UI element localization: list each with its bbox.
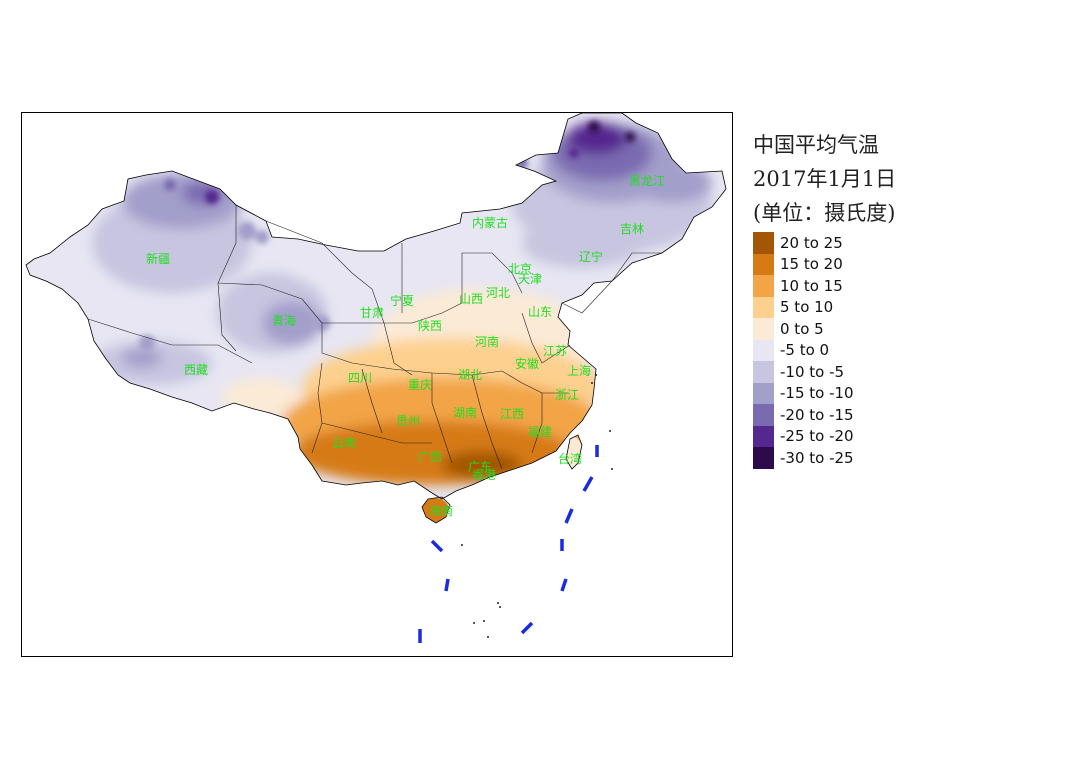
- legend-label: -25 to -20: [780, 427, 854, 446]
- legend-swatch: [753, 382, 774, 404]
- province-label: 宁夏: [389, 294, 415, 308]
- province-label: 海南: [428, 504, 454, 518]
- legend-label: 5 to 10: [780, 298, 834, 317]
- province-label: 重庆: [407, 378, 433, 392]
- legend-title-line-2: 2017年1月1日: [753, 167, 897, 191]
- legend-items: 20 to 25 15 to 20 10 to 15 5 to 10 0 to 5 -5 …: [753, 232, 953, 469]
- province-label: 福建: [527, 425, 553, 439]
- legend-title-line-1: 中国平均气温: [753, 133, 879, 157]
- province-label: 台湾: [557, 452, 583, 466]
- legend-item: 0 to 5: [753, 318, 953, 340]
- province-label: 广东: [467, 460, 493, 474]
- nine-dash-line: [418, 445, 599, 643]
- temperature-map: [25, 113, 727, 643]
- legend-swatch: [753, 361, 774, 383]
- province-label: 陕西: [417, 319, 443, 333]
- legend-label: -10 to -5: [780, 362, 845, 381]
- legend-label: -20 to -15: [780, 405, 854, 424]
- province-label: 山东: [527, 305, 553, 319]
- province-label: 河南: [474, 335, 500, 349]
- legend-item: 15 to 20: [753, 253, 953, 275]
- province-label: 河北: [485, 286, 511, 300]
- legend-item: -25 to -20: [753, 425, 953, 447]
- legend-label: -15 to -10: [780, 384, 854, 403]
- temperature-field: [26, 113, 726, 523]
- legend-label: 10 to 15: [780, 276, 843, 295]
- province-label: 广西: [417, 450, 443, 464]
- province-label: 四川: [347, 371, 373, 385]
- legend-label: -5 to 0: [780, 341, 830, 360]
- province-label: 湖南: [452, 406, 478, 420]
- legend-label: 0 to 5: [780, 319, 824, 338]
- legend-item: -20 to -15: [753, 404, 953, 426]
- country-border: [25, 113, 727, 524]
- legend-item: 10 to 15: [753, 275, 953, 297]
- province-label: 西藏: [183, 363, 209, 377]
- legend-item: 20 to 25: [753, 232, 953, 254]
- legend-item: -30 to -25: [753, 447, 953, 469]
- province-label: 贵州: [395, 414, 421, 428]
- province-label: 湖北: [457, 368, 483, 382]
- map-frame: 新疆西藏 青海 甘肃 内蒙古 黑龙江吉林辽宁北京 天津 河北 山西 宁夏 陕西 山东河南江苏 安徽上海…: [21, 112, 733, 657]
- province-label: 北京: [507, 262, 533, 276]
- province-label: 内蒙古: [471, 216, 509, 230]
- legend-swatch: [753, 339, 774, 361]
- legend-item: 5 to 10: [753, 296, 953, 318]
- legend-label: 15 to 20: [780, 255, 843, 274]
- legend-swatch: [753, 296, 774, 318]
- province-label: 江苏: [542, 344, 568, 358]
- province-label: 吉林: [619, 222, 645, 236]
- province-label: 山西: [458, 292, 484, 306]
- province-label: 青海: [271, 314, 297, 328]
- legend-item: -10 to -5: [753, 361, 953, 383]
- province-label: 辽宁: [578, 250, 604, 264]
- legend-title-line-3: (单位：摄氏度): [753, 201, 896, 225]
- legend-swatch: [753, 253, 774, 275]
- province-label: 上海: [566, 364, 592, 378]
- province-label: 天津: [517, 272, 543, 286]
- legend-swatch: [753, 318, 774, 340]
- legend-label: 20 to 25: [780, 233, 843, 252]
- province-label: 新疆: [145, 252, 171, 266]
- province-label: 甘肃: [359, 306, 385, 320]
- province-label: 云南: [331, 436, 357, 450]
- province-label: 黑龙江: [628, 174, 666, 188]
- province-borders: [87, 205, 662, 470]
- legend-swatch: [753, 275, 774, 297]
- south-sea-islands: [461, 374, 613, 638]
- province-label: 香港: [471, 468, 497, 482]
- province-label: 江西: [499, 407, 525, 421]
- province-label: 安徽: [514, 357, 540, 371]
- legend-swatch: [753, 447, 774, 469]
- legend-item: -15 to -10: [753, 382, 953, 404]
- legend-swatch: [753, 425, 774, 447]
- legend-label: -30 to -25: [780, 448, 854, 467]
- legend-swatch: [753, 404, 774, 426]
- province-label: 浙江: [554, 388, 580, 402]
- legend-swatch: [753, 232, 774, 254]
- legend: 中国平均气温 2017年1月1日 (单位：摄氏度) 20 to 25 15 to …: [753, 128, 953, 469]
- legend-item: -5 to 0: [753, 339, 953, 361]
